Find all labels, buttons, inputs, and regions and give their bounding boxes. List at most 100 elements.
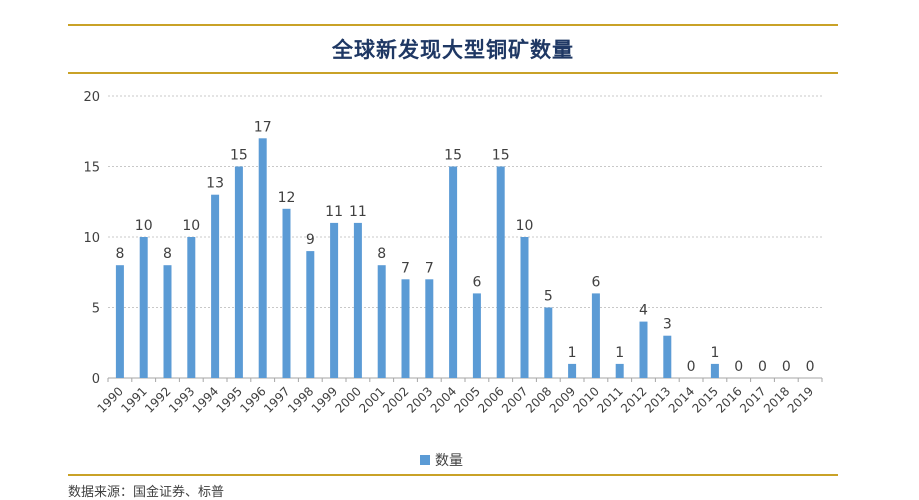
bar-2005 xyxy=(472,293,481,378)
y-tick-0: 0 xyxy=(92,372,100,387)
bar-2003 xyxy=(425,279,434,378)
gridlines xyxy=(108,95,822,308)
x-tick-2010: 2010 xyxy=(571,384,602,415)
x-tick-2014: 2014 xyxy=(666,384,697,415)
bar-2001 xyxy=(377,265,386,378)
x-tick-2008: 2008 xyxy=(523,384,554,415)
y-tick-15: 15 xyxy=(83,161,100,176)
data-label-1993: 10 xyxy=(182,218,200,234)
data-label-2011: 1 xyxy=(615,345,624,361)
data-label-1998: 9 xyxy=(306,232,315,248)
x-tick-2002: 2002 xyxy=(380,384,411,415)
bar-1990 xyxy=(115,265,124,378)
y-tick-20: 20 xyxy=(83,90,100,105)
data-label-2018: 0 xyxy=(782,359,791,375)
x-tick-2004: 2004 xyxy=(428,384,459,415)
legend-swatch xyxy=(420,455,430,465)
x-tick-2006: 2006 xyxy=(475,384,506,415)
data-label-2001: 8 xyxy=(377,246,386,262)
bar-1994 xyxy=(211,194,220,378)
bar-1999 xyxy=(330,222,339,378)
x-tick-1999: 1999 xyxy=(309,384,340,415)
data-label-1999: 11 xyxy=(325,204,343,220)
bar-2006 xyxy=(496,166,505,378)
x-tick-1993: 1993 xyxy=(166,384,197,415)
x-tick-2012: 2012 xyxy=(618,384,649,415)
x-tick-1997: 1997 xyxy=(261,384,292,415)
data-label-1990: 8 xyxy=(115,246,124,262)
bar-1993 xyxy=(187,237,196,378)
data-label-2014: 0 xyxy=(687,359,696,375)
x-tick-2000: 2000 xyxy=(333,384,364,415)
bar-2009 xyxy=(568,363,577,378)
data-label-2008: 5 xyxy=(544,289,553,305)
bar-2008 xyxy=(544,307,553,378)
data-label-2009: 1 xyxy=(568,345,577,361)
bar-1997 xyxy=(282,208,291,378)
data-label-1997: 12 xyxy=(278,190,296,206)
x-tick-1996: 1996 xyxy=(237,384,268,415)
chart-title: 全球新发现大型铜矿数量 xyxy=(332,38,574,62)
x-tick-1998: 1998 xyxy=(285,384,316,415)
data-label-2006: 15 xyxy=(492,148,510,164)
bar-1992 xyxy=(163,265,172,378)
data-label-2002: 7 xyxy=(401,260,410,276)
data-label-2003: 7 xyxy=(425,260,434,276)
bar-2010 xyxy=(591,293,600,378)
data-label-2010: 6 xyxy=(591,274,600,290)
legend: 数量 xyxy=(420,453,463,469)
x-axis: 1990199119921993199419951996199719981999… xyxy=(95,378,823,416)
bar-2012 xyxy=(639,321,648,378)
bottom-rule xyxy=(68,474,838,476)
bar-2007 xyxy=(520,237,529,378)
x-tick-2013: 2013 xyxy=(642,384,673,415)
data-label-2000: 11 xyxy=(349,204,367,220)
x-tick-2003: 2003 xyxy=(404,384,435,415)
data-label-1994: 13 xyxy=(206,176,224,192)
data-label-1995: 15 xyxy=(230,148,248,164)
bar-1991 xyxy=(139,237,148,378)
bar-2004 xyxy=(449,166,458,378)
data-label-1996: 17 xyxy=(254,119,272,135)
bars xyxy=(115,138,719,378)
x-tick-1995: 1995 xyxy=(214,384,245,415)
data-label-2013: 3 xyxy=(663,317,672,333)
x-tick-1991: 1991 xyxy=(118,384,149,415)
bar-1998 xyxy=(306,251,315,378)
bar-2013 xyxy=(663,335,672,378)
x-tick-2019: 2019 xyxy=(785,384,816,415)
bar-2000 xyxy=(353,222,362,378)
data-label-2012: 4 xyxy=(639,303,648,319)
data-label-2004: 15 xyxy=(444,148,462,164)
x-tick-1994: 1994 xyxy=(190,384,221,415)
y-tick-5: 5 xyxy=(92,302,100,317)
y-tick-10: 10 xyxy=(83,231,100,246)
data-label-2017: 0 xyxy=(758,359,767,375)
data-label-2015: 1 xyxy=(710,345,719,361)
title-rule xyxy=(68,72,838,74)
x-tick-2001: 2001 xyxy=(356,384,387,415)
x-tick-2018: 2018 xyxy=(761,384,792,415)
legend-label: 数量 xyxy=(435,453,463,469)
x-tick-2009: 2009 xyxy=(547,384,578,415)
bar-2002 xyxy=(401,279,410,378)
data-label-2007: 10 xyxy=(516,218,534,234)
top-rule xyxy=(68,24,838,26)
x-tick-1990: 1990 xyxy=(95,384,126,415)
x-tick-2005: 2005 xyxy=(452,384,483,415)
bar-2011 xyxy=(615,363,624,378)
bar-1995 xyxy=(234,166,243,378)
x-tick-2016: 2016 xyxy=(713,384,744,415)
data-label-2016: 0 xyxy=(734,359,743,375)
source-note: 数据来源：国金证券、标普 xyxy=(68,485,225,500)
x-tick-2017: 2017 xyxy=(737,384,768,415)
data-label-1992: 8 xyxy=(163,246,172,262)
data-label-2019: 0 xyxy=(806,359,815,375)
bar-1996 xyxy=(258,138,267,378)
x-tick-2007: 2007 xyxy=(499,384,530,415)
x-tick-2011: 2011 xyxy=(594,384,625,415)
data-label-2005: 6 xyxy=(472,274,481,290)
data-label-1991: 10 xyxy=(135,218,153,234)
